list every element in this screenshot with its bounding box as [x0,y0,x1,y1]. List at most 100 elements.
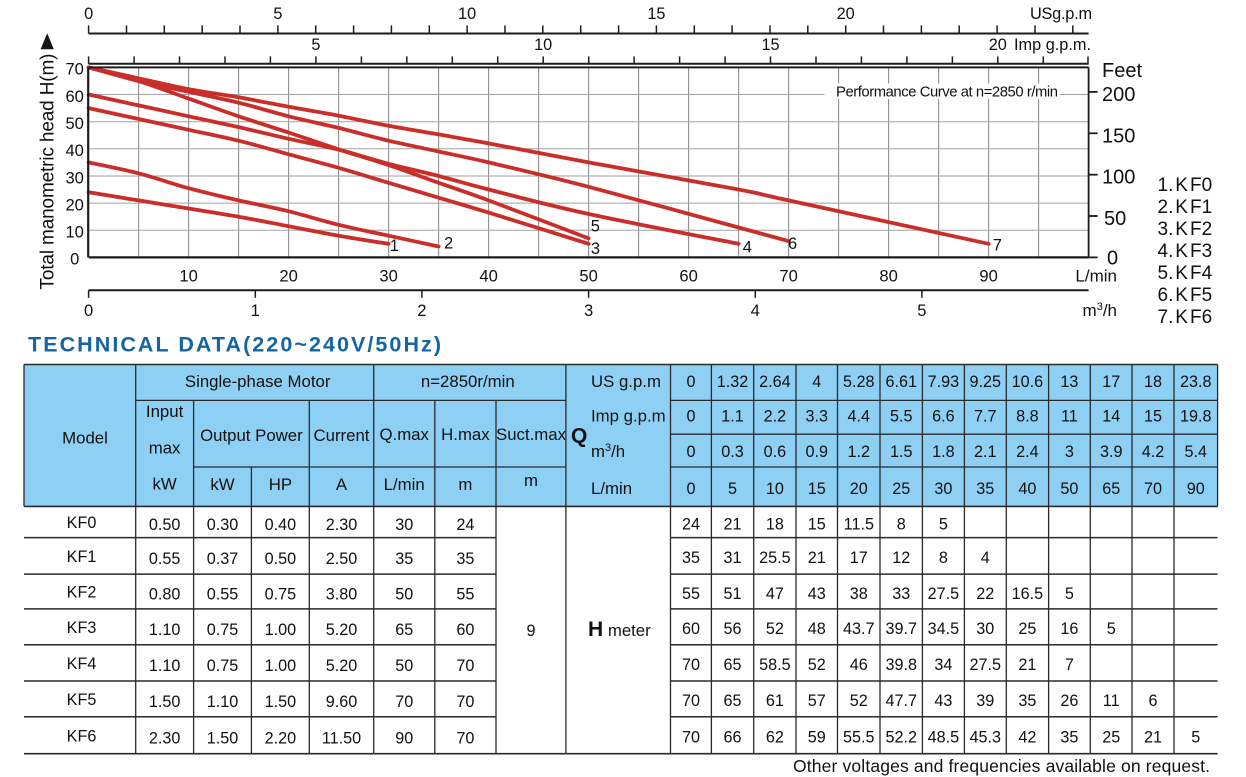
svg-text:0: 0 [84,5,93,23]
svg-text:25: 25 [1102,729,1120,747]
svg-text:KF4: KF4 [67,655,97,673]
svg-text:70: 70 [682,729,700,747]
svg-text:11: 11 [1103,692,1120,710]
svg-text:8.8: 8.8 [1016,408,1039,426]
svg-text:3.3: 3.3 [806,408,829,426]
svg-text:43.7: 43.7 [843,620,875,638]
svg-text:11.5: 11.5 [844,515,874,533]
svg-text:0.30: 0.30 [207,516,239,534]
svg-text:39.8: 39.8 [885,656,917,674]
svg-text:70: 70 [1144,480,1162,498]
svg-text:5.20: 5.20 [326,621,358,639]
svg-text:0: 0 [686,480,695,498]
svg-text:3: 3 [1065,443,1074,461]
svg-text:0.37: 0.37 [207,550,239,568]
svg-text:6.61: 6.61 [885,373,917,391]
svg-text:52: 52 [850,692,868,710]
svg-text:35: 35 [976,480,994,498]
svg-text:Total manometric head H(m): Total manometric head H(m) [38,54,59,290]
svg-text:7: 7 [993,237,1002,255]
svg-text:20: 20 [837,5,855,23]
svg-text:34: 34 [934,656,952,674]
svg-text:0.75: 0.75 [207,621,239,639]
svg-text:1.50: 1.50 [265,693,297,711]
svg-text:35: 35 [1060,729,1078,747]
svg-text:L/min: L/min [384,475,425,494]
svg-text:70: 70 [456,693,474,711]
svg-text:30: 30 [395,516,413,534]
svg-text:58.5: 58.5 [759,656,791,674]
svg-text:50: 50 [579,267,597,286]
svg-text:47: 47 [766,585,784,603]
svg-text:0.80: 0.80 [149,586,181,604]
svg-text:2: 2 [444,235,453,253]
svg-text:Imp g.p.m.: Imp g.p.m. [1014,36,1091,54]
svg-text:40: 40 [479,267,497,286]
svg-text:50: 50 [395,586,413,604]
svg-text:45.3: 45.3 [970,729,1002,747]
svg-text:HP: HP [269,475,292,494]
svg-text:24: 24 [682,515,700,533]
svg-text:20: 20 [989,36,1007,54]
svg-text:m: m [458,475,472,494]
svg-text:39.7: 39.7 [885,620,917,638]
svg-text:11: 11 [1061,408,1078,426]
svg-text:3.80: 3.80 [326,586,358,604]
svg-text:10: 10 [534,36,552,54]
svg-text:USg.p.m: USg.p.m [1030,5,1092,23]
svg-text:0.75: 0.75 [265,586,297,604]
svg-text:20: 20 [279,267,297,286]
svg-text:5.KF4: 5. K F4 [1158,263,1213,284]
svg-text:2: 2 [417,301,426,320]
svg-text:62: 62 [766,729,784,747]
svg-text:6.KF5: 6. K F5 [1158,285,1213,306]
svg-text:KF6: KF6 [67,727,97,745]
svg-text:30: 30 [976,620,994,638]
svg-text:24: 24 [456,516,474,534]
svg-text:5: 5 [939,515,948,533]
svg-text:4: 4 [981,549,990,567]
svg-text:17: 17 [850,549,868,567]
svg-text:7.7: 7.7 [974,408,997,426]
svg-text:15: 15 [647,5,665,23]
svg-text:15: 15 [1144,408,1162,426]
svg-text:70: 70 [456,729,474,747]
svg-text:43: 43 [808,585,826,603]
svg-text:10: 10 [458,5,476,23]
svg-text:10: 10 [65,223,83,242]
svg-text:4: 4 [743,239,752,257]
svg-text:3: 3 [584,301,593,320]
svg-text:0: 0 [1107,247,1118,269]
svg-text:65: 65 [395,621,413,639]
svg-text:3.KF2: 3. K F2 [1158,219,1213,240]
svg-text:57: 57 [808,692,826,710]
svg-text:48: 48 [808,620,826,638]
svg-text:3.9: 3.9 [1100,443,1123,461]
svg-text:39: 39 [976,692,994,710]
svg-text:KF3: KF3 [67,619,97,637]
svg-text:61: 61 [766,692,784,710]
svg-text:46: 46 [850,656,868,674]
svg-text:Single-phase Motor: Single-phase Motor [185,372,331,391]
svg-text:n=2850r/min: n=2850r/min [421,372,515,391]
svg-text:Imp g.p.m: Imp g.p.m [591,407,666,426]
svg-text:5: 5 [273,5,282,23]
svg-text:70: 70 [682,656,700,674]
svg-text:6: 6 [788,235,797,253]
svg-text:17: 17 [1102,373,1120,391]
svg-text:14: 14 [1102,408,1120,426]
svg-text:0.40: 0.40 [265,516,297,534]
svg-text:5: 5 [728,480,737,498]
svg-text:7.KF6: 7. K F6 [1158,307,1213,328]
svg-text:7: 7 [1065,656,1074,674]
svg-text:1.10: 1.10 [149,621,181,639]
svg-text:KF5: KF5 [67,691,97,709]
svg-text:70: 70 [682,692,700,710]
svg-text:1.50: 1.50 [149,693,181,711]
svg-text:1.00: 1.00 [265,621,297,639]
svg-text:L/min: L/min [1075,267,1117,286]
svg-text:Q.max: Q.max [379,425,429,444]
svg-text:Model: Model [62,428,108,447]
svg-text:65: 65 [1102,480,1120,498]
svg-text:m: m [524,471,538,490]
